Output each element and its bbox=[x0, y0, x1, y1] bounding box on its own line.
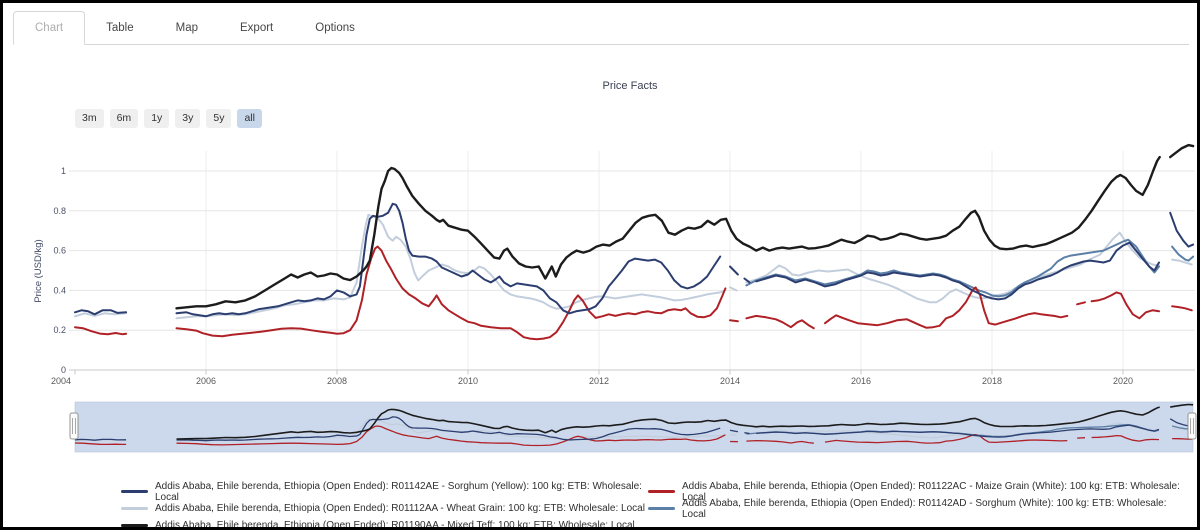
tab-map[interactable]: Map bbox=[175, 21, 198, 34]
series-sorghum_yellow-line bbox=[755, 241, 1160, 301]
navigator-series-maize_white bbox=[824, 433, 1068, 444]
y-axis-title: Price (USD/kg) bbox=[33, 239, 44, 302]
series-wheat_grain bbox=[74, 213, 1193, 320]
legend-marker-wheat_grain bbox=[121, 507, 148, 510]
x-tick-label: 2010 bbox=[458, 376, 478, 386]
tab-bar: Chart Table Map Export Options bbox=[13, 11, 1189, 45]
series-wheat_grain-line bbox=[74, 312, 128, 318]
navigator-series-wheat_grain bbox=[729, 433, 737, 436]
y-tick-label: 0.2 bbox=[53, 325, 66, 335]
navigator-series-mixed_teff bbox=[176, 406, 1160, 440]
legend-item-sorghum_yellow[interactable]: Addis Ababa, Ehile berenda, Ethiopia (Op… bbox=[121, 481, 648, 503]
legend-label: Addis Ababa, Ehile berenda, Ethiopia (Op… bbox=[682, 497, 1167, 520]
series-sorghum_yellow-line bbox=[729, 265, 739, 276]
series-sorghum_yellow-line bbox=[1169, 211, 1195, 248]
range-button-all[interactable]: all bbox=[237, 109, 262, 128]
navigator-series-maize_white bbox=[746, 439, 814, 444]
range-button-1y[interactable]: 1y bbox=[144, 109, 170, 128]
tab-chart[interactable]: Chart bbox=[13, 11, 86, 45]
navigator-series-sorghum_yellow bbox=[729, 429, 739, 433]
x-tick-label: 2004 bbox=[51, 376, 71, 386]
series-maize_white bbox=[74, 245, 1193, 341]
y-tick-label: 0.6 bbox=[53, 246, 66, 256]
navigator-handle-right[interactable] bbox=[1187, 412, 1197, 440]
series-maize_white-line bbox=[175, 245, 727, 341]
series-maize_white-line bbox=[824, 286, 1069, 329]
series-sorghum_white bbox=[745, 238, 1195, 298]
tab-export[interactable]: Export bbox=[240, 21, 274, 34]
navigator-series-mixed_teff bbox=[1170, 403, 1194, 408]
series-maize_white-line bbox=[729, 319, 739, 323]
y-tick-label: 1 bbox=[61, 166, 66, 176]
x-tick-label: 2016 bbox=[851, 376, 871, 386]
navigator-series-maize_white bbox=[1172, 437, 1192, 441]
series-wheat_grain-line bbox=[175, 213, 726, 320]
navigator-series-maize_white bbox=[176, 425, 726, 447]
y-tick-label: 0.8 bbox=[53, 206, 66, 216]
x-tick-label: 2014 bbox=[720, 376, 740, 386]
navigator-handle-left-grip[interactable] bbox=[69, 412, 79, 440]
legend-item-mixed_teff[interactable]: Addis Ababa, Ehile berenda, Ethiopia (Op… bbox=[121, 519, 648, 530]
range-button-5y[interactable]: 5y bbox=[206, 109, 232, 128]
navigator-series-sorghum_yellow bbox=[176, 416, 721, 442]
series-sorghum_yellow-line bbox=[74, 309, 128, 316]
series-mixed_teff-line bbox=[175, 155, 1161, 310]
series-maize_white-line bbox=[1090, 291, 1160, 320]
y-tick-label: 0.4 bbox=[53, 285, 66, 295]
x-tick-label: 2008 bbox=[327, 376, 347, 386]
legend-marker-mixed_teff bbox=[121, 524, 148, 527]
navigator-series-maize_white bbox=[74, 442, 127, 446]
series-wheat_grain-line bbox=[729, 286, 738, 292]
navigator-series-sorghum_yellow bbox=[744, 432, 750, 435]
navigator-series-sorghum_yellow bbox=[74, 438, 127, 441]
series-mixed_teff-line bbox=[1169, 143, 1195, 159]
legend-item-maize_white[interactable]: Addis Ababa, Ehile berenda, Ethiopia (Op… bbox=[648, 481, 1189, 503]
legend-label: Addis Ababa, Ehile berenda, Ethiopia (Op… bbox=[155, 480, 642, 503]
series-maize_white-line bbox=[1076, 301, 1086, 306]
series-sorghum_white-line bbox=[745, 238, 1160, 298]
y-tick-label: 0 bbox=[61, 365, 66, 375]
navigator-series-wheat_grain bbox=[746, 422, 1160, 439]
range-button-6m[interactable]: 6m bbox=[109, 109, 139, 128]
navigator-handle-right-grip[interactable] bbox=[1187, 412, 1197, 440]
legend-label: Addis Ababa, Ehile berenda, Ethiopia (Op… bbox=[155, 503, 645, 514]
legend-marker-sorghum_yellow bbox=[121, 490, 148, 493]
series-sorghum_yellow-line bbox=[175, 202, 722, 318]
axes: 0 0.2 0.4 0.6 0.8 1 2004 2006 2008 2010 2012 2014 20… bbox=[33, 166, 1133, 386]
navigator bbox=[69, 401, 1197, 453]
grid bbox=[69, 151, 1195, 371]
series-mixed_teff bbox=[175, 143, 1195, 310]
chart-title: Price Facts bbox=[602, 80, 658, 92]
legend-marker-maize_white bbox=[648, 490, 675, 493]
range-button-3y[interactable]: 3y bbox=[175, 109, 201, 128]
series-maize_white-line bbox=[1171, 305, 1193, 312]
series-sorghum_yellow-line bbox=[743, 277, 751, 284]
x-tick-label: 2006 bbox=[196, 376, 216, 386]
legend-item-sorghum_white[interactable]: Addis Ababa, Ehile berenda, Ethiopia (Op… bbox=[648, 498, 1189, 520]
x-tick-label: 2018 bbox=[982, 376, 1002, 386]
navigator-series-maize_white bbox=[1091, 434, 1160, 442]
price-chart: 0 0.2 0.4 0.6 0.8 1 2004 2006 2008 2010 2012 2014 20… bbox=[33, 143, 1197, 453]
legend-label: Addis Ababa, Ehile berenda, Ethiopia (Op… bbox=[682, 480, 1180, 503]
legend-label: Addis Ababa, Ehile berenda, Ethiopia (Op… bbox=[155, 520, 635, 530]
tab-options[interactable]: Options bbox=[315, 21, 355, 34]
range-selector: 3m 6m 1y 3y 5y all bbox=[75, 109, 262, 128]
x-tick-label: 2012 bbox=[589, 376, 609, 386]
tab-table[interactable]: Table bbox=[106, 21, 134, 34]
series-sorghum_yellow bbox=[74, 202, 1195, 318]
x-tick-label: 2020 bbox=[1113, 376, 1133, 386]
legend-item-wheat_grain[interactable]: Addis Ababa, Ehile berenda, Ethiopia (Op… bbox=[121, 502, 648, 515]
navigator-series-sorghum_yellow bbox=[756, 424, 1160, 438]
range-button-3m[interactable]: 3m bbox=[75, 109, 104, 128]
series-wheat_grain-line bbox=[1171, 258, 1193, 266]
legend-marker-sorghum_white bbox=[648, 507, 675, 510]
series-sorghum_white-line bbox=[1171, 245, 1195, 262]
chart-legend: Addis Ababa, Ehile berenda, Ethiopia (Op… bbox=[121, 481, 1189, 530]
series-maize_white-line bbox=[745, 314, 815, 330]
main-plot bbox=[74, 143, 1195, 341]
navigator-handle-left[interactable] bbox=[69, 412, 79, 440]
series-wheat_grain-line bbox=[745, 231, 1160, 304]
series-maize_white-line bbox=[74, 326, 128, 336]
